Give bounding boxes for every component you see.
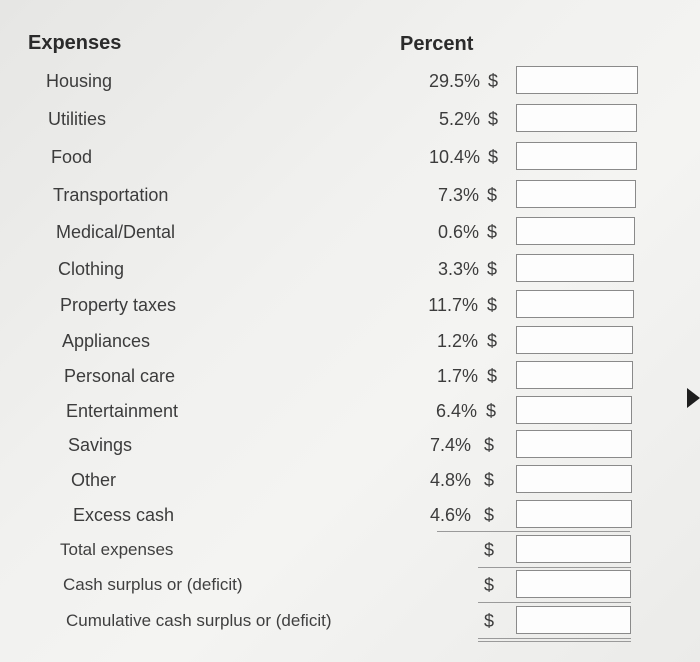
- entertainment-amount-input[interactable]: [516, 396, 632, 424]
- dollar-sign: $: [488, 71, 499, 91]
- expense-percent: 1.2%: [436, 331, 478, 351]
- expense-percent: 29.5%: [428, 71, 480, 91]
- expense-label: Transportation: [53, 185, 169, 205]
- dollar-sign: $: [487, 259, 498, 279]
- dollar-sign: $: [486, 401, 497, 421]
- expense-label: Appliances: [62, 331, 151, 351]
- expense-percent: 5.2%: [438, 109, 480, 129]
- pointer-cursor-icon: [687, 388, 700, 408]
- dollar-sign: $: [488, 147, 499, 167]
- dollar-sign: $: [488, 109, 499, 129]
- dollar-sign: $: [487, 295, 498, 315]
- expense-row-transportation: Transportation 7.3% $: [0, 178, 700, 212]
- dollar-sign: $: [484, 505, 495, 525]
- expense-label: Utilities: [48, 109, 107, 129]
- total-rule: [478, 567, 631, 568]
- cash-surplus-label: Cash surplus or (deficit): [63, 575, 243, 594]
- personal-care-amount-input[interactable]: [516, 361, 633, 389]
- expense-row-food: Food 10.4% $: [0, 140, 700, 174]
- cash-surplus-input[interactable]: [516, 570, 631, 598]
- dollar-sign: $: [484, 540, 495, 560]
- expense-row-savings: Savings 7.4% $: [0, 428, 700, 462]
- dollar-sign: $: [484, 575, 495, 595]
- excess-cash-amount-input[interactable]: [516, 500, 632, 528]
- dollar-sign: $: [487, 185, 498, 205]
- housing-amount-input[interactable]: [516, 66, 638, 94]
- dollar-sign: $: [484, 470, 495, 490]
- expense-label: Property taxes: [60, 295, 177, 315]
- expense-row-appliances: Appliances 1.2% $: [0, 324, 700, 358]
- cumulative-surplus-row: Cumulative cash surplus or (deficit) $: [0, 604, 700, 638]
- food-amount-input[interactable]: [516, 142, 637, 170]
- expense-percent: 0.6%: [437, 222, 479, 242]
- expense-label: Entertainment: [66, 401, 179, 421]
- expense-label: Personal care: [64, 366, 176, 386]
- expense-row-clothing: Clothing 3.3% $: [0, 252, 700, 286]
- total-expenses-input[interactable]: [516, 535, 631, 563]
- surplus-rule: [478, 602, 631, 603]
- expense-row-excess-cash: Excess cash 4.6% $: [0, 498, 700, 532]
- expense-percent: 7.4%: [429, 435, 471, 455]
- dollar-sign: $: [487, 331, 498, 351]
- dollar-sign: $: [487, 366, 498, 386]
- cumulative-surplus-label: Cumulative cash surplus or (deficit): [66, 611, 332, 630]
- other-amount-input[interactable]: [516, 465, 632, 493]
- subtotal-rule: [437, 531, 630, 532]
- double-rule-bottom: [478, 641, 631, 642]
- expense-percent: 11.7%: [428, 295, 478, 315]
- expense-percent: 4.8%: [429, 470, 471, 490]
- expense-row-utilities: Utilities 5.2% $: [0, 102, 700, 136]
- total-expenses-row: Total expenses $: [0, 533, 700, 567]
- dollar-sign: $: [487, 222, 498, 242]
- expense-percent: 10.4%: [428, 147, 480, 167]
- property-taxes-amount-input[interactable]: [516, 290, 634, 318]
- expense-row-entertainment: Entertainment 6.4% $: [0, 394, 700, 428]
- expense-percent: 6.4%: [435, 401, 477, 421]
- dollar-sign: $: [484, 611, 495, 631]
- expense-row-property-taxes: Property taxes 11.7% $: [0, 288, 700, 322]
- transportation-amount-input[interactable]: [516, 180, 636, 208]
- expense-label: Other: [71, 470, 117, 490]
- expense-label: Medical/Dental: [56, 222, 176, 242]
- expense-percent: 7.3%: [437, 185, 479, 205]
- expense-row-medical-dental: Medical/Dental 0.6% $: [0, 215, 700, 249]
- savings-amount-input[interactable]: [516, 430, 632, 458]
- expense-row-personal-care: Personal care 1.7% $: [0, 359, 700, 393]
- expense-row-housing: Housing 29.5% $: [0, 64, 700, 98]
- expense-label: Clothing: [58, 259, 125, 279]
- expense-percent: 4.6%: [429, 505, 471, 525]
- clothing-amount-input[interactable]: [516, 254, 634, 282]
- utilities-amount-input[interactable]: [516, 104, 637, 132]
- expense-label: Savings: [68, 435, 133, 455]
- total-expenses-label: Total expenses: [60, 540, 174, 559]
- expense-row-other: Other 4.8% $: [0, 463, 700, 497]
- expense-label: Housing: [46, 71, 113, 91]
- double-rule-top: [478, 638, 631, 639]
- dollar-sign: $: [484, 435, 495, 455]
- expense-label: Excess cash: [73, 505, 175, 525]
- percent-header: Percent: [400, 33, 474, 55]
- expense-percent: 1.7%: [436, 366, 478, 386]
- cash-surplus-row: Cash surplus or (deficit) $: [0, 568, 700, 602]
- expense-percent: 3.3%: [437, 259, 479, 279]
- cumulative-surplus-input[interactable]: [516, 606, 631, 634]
- expenses-header: Expenses: [28, 32, 122, 54]
- expense-label: Food: [51, 147, 93, 167]
- medical-dental-amount-input[interactable]: [516, 217, 635, 245]
- appliances-amount-input[interactable]: [516, 326, 633, 354]
